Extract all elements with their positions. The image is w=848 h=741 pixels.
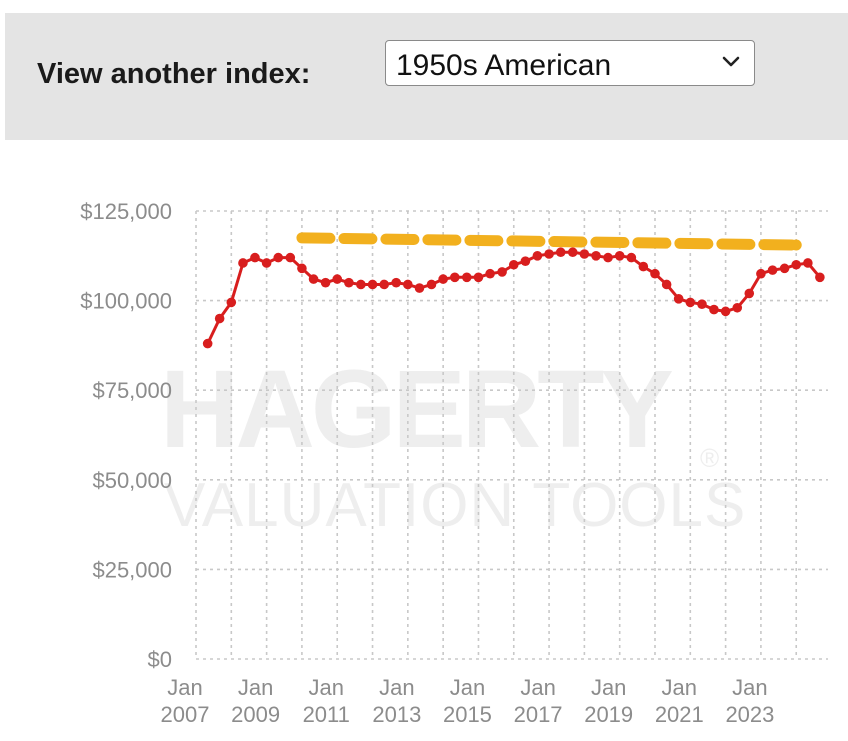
data-point[interactable] bbox=[803, 258, 813, 268]
chart-series bbox=[202, 232, 825, 349]
data-point[interactable] bbox=[614, 251, 625, 261]
y-axis-ticks: $0 $25,000 $50,000 $75,000 $100,000 $125,000 bbox=[80, 199, 172, 672]
data-point[interactable] bbox=[379, 279, 389, 290]
x-tick-label-year: 2015 bbox=[443, 702, 492, 727]
x-tick-label-month: Jan bbox=[591, 675, 626, 700]
data-point[interactable] bbox=[473, 272, 484, 283]
data-point[interactable] bbox=[732, 302, 743, 313]
data-point[interactable] bbox=[591, 251, 601, 261]
data-point[interactable] bbox=[626, 252, 637, 263]
data-point[interactable] bbox=[497, 267, 507, 277]
data-point[interactable] bbox=[414, 283, 425, 293]
y-tick-label: $50,000 bbox=[92, 468, 172, 493]
data-point[interactable] bbox=[403, 279, 413, 290]
x-tick-label-month: Jan bbox=[732, 675, 767, 700]
data-point[interactable] bbox=[791, 259, 802, 270]
data-point[interactable] bbox=[815, 272, 825, 283]
x-tick-label-year: 2009 bbox=[231, 702, 280, 727]
reference-dashed-line bbox=[296, 232, 802, 251]
data-point[interactable] bbox=[532, 251, 543, 261]
y-tick-label: $100,000 bbox=[80, 289, 172, 314]
data-point[interactable] bbox=[344, 277, 354, 288]
data-point[interactable] bbox=[744, 288, 755, 299]
data-point[interactable] bbox=[697, 299, 707, 309]
data-point[interactable] bbox=[332, 274, 343, 284]
data-point[interactable] bbox=[273, 252, 284, 263]
x-tick-label-month: Jan bbox=[238, 675, 273, 700]
x-tick-label-year: 2007 bbox=[161, 702, 210, 727]
reference-point bbox=[790, 239, 802, 251]
x-tick-label-year: 2017 bbox=[514, 702, 563, 727]
data-point[interactable] bbox=[297, 263, 307, 274]
data-point[interactable] bbox=[579, 249, 590, 259]
data-point[interactable] bbox=[285, 252, 296, 263]
x-tick-label-month: Jan bbox=[450, 675, 485, 700]
y-tick-label: $0 bbox=[148, 647, 172, 672]
data-point[interactable] bbox=[709, 304, 719, 315]
index-dropdown-value: 1950s American bbox=[396, 49, 612, 82]
data-point[interactable] bbox=[261, 258, 272, 268]
data-point[interactable] bbox=[767, 265, 778, 275]
x-tick-label-year: 2021 bbox=[655, 702, 704, 727]
data-point[interactable] bbox=[226, 297, 237, 308]
x-tick-label-month: Jan bbox=[308, 675, 343, 700]
data-point[interactable] bbox=[756, 268, 766, 279]
data-point[interactable] bbox=[462, 272, 472, 283]
y-tick-label: $75,000 bbox=[92, 378, 172, 403]
x-tick-label-year: 2019 bbox=[584, 702, 633, 727]
data-point[interactable] bbox=[673, 294, 684, 304]
data-point[interactable] bbox=[485, 268, 495, 279]
data-point[interactable] bbox=[356, 279, 366, 290]
x-tick-label-month: Jan bbox=[379, 675, 414, 700]
chart-grid bbox=[195, 210, 828, 660]
x-tick-label-month: Jan bbox=[167, 675, 202, 700]
data-point[interactable] bbox=[202, 338, 213, 349]
index-dropdown[interactable]: 1950s American bbox=[385, 40, 755, 86]
data-point[interactable] bbox=[426, 279, 437, 290]
y-tick-label: $125,000 bbox=[80, 199, 172, 224]
data-point[interactable] bbox=[685, 297, 696, 308]
x-axis-ticks: Jan2007Jan2009Jan2011Jan2013Jan2015Jan20… bbox=[161, 675, 775, 727]
data-point[interactable] bbox=[320, 277, 331, 288]
x-tick-label-year: 2013 bbox=[372, 702, 421, 727]
data-point[interactable] bbox=[214, 313, 225, 324]
data-point[interactable] bbox=[544, 249, 554, 259]
x-tick-label-year: 2023 bbox=[725, 702, 774, 727]
data-point[interactable] bbox=[520, 256, 531, 266]
data-point[interactable] bbox=[438, 274, 448, 284]
data-point[interactable] bbox=[450, 272, 460, 283]
y-tick-label: $25,000 bbox=[92, 557, 172, 582]
x-tick-label-month: Jan bbox=[520, 675, 555, 700]
data-point[interactable] bbox=[720, 306, 731, 317]
data-point[interactable] bbox=[567, 247, 578, 258]
data-point[interactable] bbox=[661, 279, 672, 290]
data-point[interactable] bbox=[508, 259, 519, 270]
index-selector-label: View another index: bbox=[37, 58, 311, 90]
data-point[interactable] bbox=[367, 279, 378, 290]
x-tick-label-year: 2011 bbox=[303, 702, 350, 727]
data-point[interactable] bbox=[638, 261, 649, 272]
data-point[interactable] bbox=[250, 252, 260, 263]
data-point[interactable] bbox=[555, 247, 566, 258]
x-tick-label-month: Jan bbox=[662, 675, 697, 700]
chevron-down-icon bbox=[720, 50, 742, 72]
data-point[interactable] bbox=[238, 258, 248, 268]
data-point[interactable] bbox=[650, 268, 660, 279]
data-point[interactable] bbox=[308, 274, 319, 284]
data-point[interactable] bbox=[779, 263, 790, 274]
data-point[interactable] bbox=[603, 252, 613, 263]
data-point[interactable] bbox=[391, 277, 401, 288]
